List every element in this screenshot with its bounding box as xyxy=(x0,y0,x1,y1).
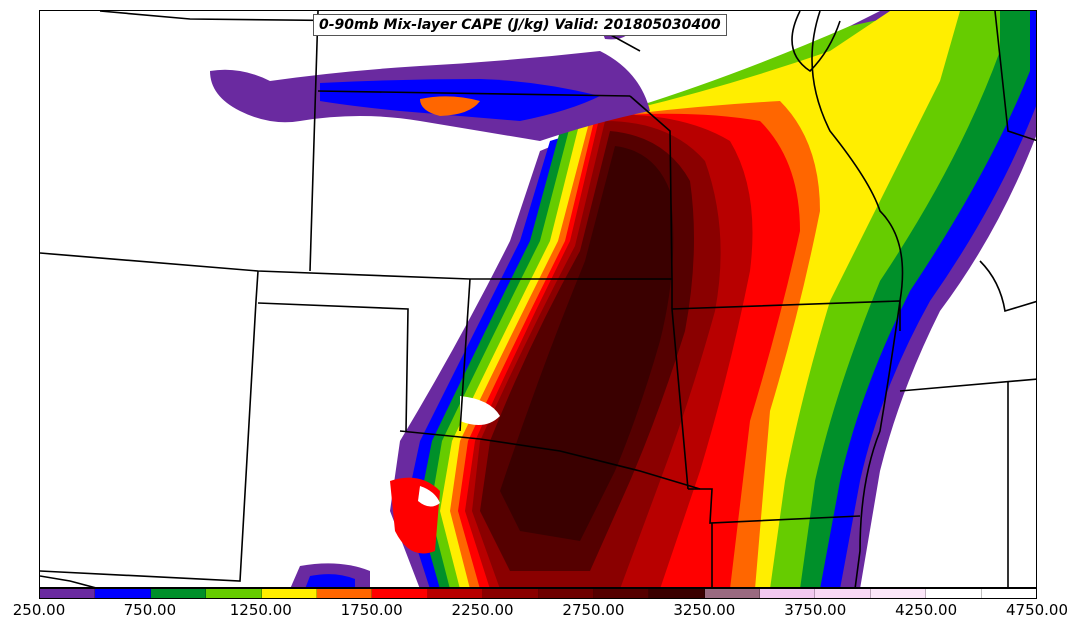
colorbar-tick-label: 4250.00 xyxy=(895,601,958,619)
colorbar-segment xyxy=(926,589,982,598)
colorbar-segment xyxy=(372,589,428,598)
colorbar-segment xyxy=(95,589,151,598)
colorbar-tick-label: 3750.00 xyxy=(784,601,847,619)
colorbar-segment xyxy=(538,589,594,598)
colorbar-segment xyxy=(483,589,539,598)
border-montana-east xyxy=(309,11,319,272)
cape-patch-south-blue xyxy=(305,574,355,587)
cape-north-tongue-core xyxy=(420,96,480,116)
map-title: 0-90mb Mix-layer CAPE (J/kg) Valid: 2018… xyxy=(313,14,727,36)
border-ks-ok xyxy=(459,278,471,432)
cape-band-core xyxy=(500,146,674,541)
colorbar-tick-label: 2250.00 xyxy=(451,601,514,619)
colorbar-segment xyxy=(593,589,650,598)
border-ut-co xyxy=(40,270,259,582)
border-sw-corner xyxy=(40,575,96,587)
border-nd-sd xyxy=(317,90,631,97)
colorbar-tick-label: 1750.00 xyxy=(340,601,403,619)
colorbar-segment xyxy=(649,589,705,598)
border-sd-ne-east xyxy=(629,95,673,280)
colorbar-segment xyxy=(316,589,373,598)
colorbar-tick-label: 250.00 xyxy=(12,601,66,619)
border-co-south xyxy=(257,302,409,432)
colorbar-segment xyxy=(40,589,96,598)
colorbar-segment xyxy=(815,589,871,598)
colorbar-tick-label: 2750.00 xyxy=(562,601,625,619)
border-mi-shore xyxy=(979,260,1036,313)
colorbar-segment xyxy=(981,589,1037,598)
colorbar-tick-label: 4750.00 xyxy=(1005,601,1069,619)
cape-sw-edge xyxy=(390,477,440,554)
border-ar xyxy=(688,488,861,524)
border-ok-tx xyxy=(399,430,701,490)
cape-tx-panhandle-hole xyxy=(460,396,500,425)
colorbar-segment xyxy=(870,589,927,598)
border-il-in xyxy=(994,11,1036,142)
colorbar-segment xyxy=(206,589,262,598)
border-wi-lake xyxy=(791,11,841,73)
colorbar-tick-label: 1250.00 xyxy=(229,601,292,619)
map-panel xyxy=(39,10,1037,588)
colorbar-segment xyxy=(427,589,484,598)
border-mississippi xyxy=(811,11,904,587)
border-wy-co xyxy=(40,252,672,280)
colorbar-segment xyxy=(150,589,207,598)
colorbar-segment xyxy=(704,589,761,598)
cape-sw-hole xyxy=(418,486,440,507)
colorbar-tick-label: 750.00 xyxy=(123,601,177,619)
colorbar xyxy=(39,588,1037,599)
colorbar-segment xyxy=(261,589,317,598)
cape-contours xyxy=(210,11,1036,587)
border-ok-east xyxy=(671,308,689,490)
colorbar-segment xyxy=(760,589,816,598)
border-ky-tn xyxy=(899,378,1036,392)
cape-map xyxy=(40,11,1036,587)
colorbar-tick-label: 3250.00 xyxy=(673,601,736,619)
